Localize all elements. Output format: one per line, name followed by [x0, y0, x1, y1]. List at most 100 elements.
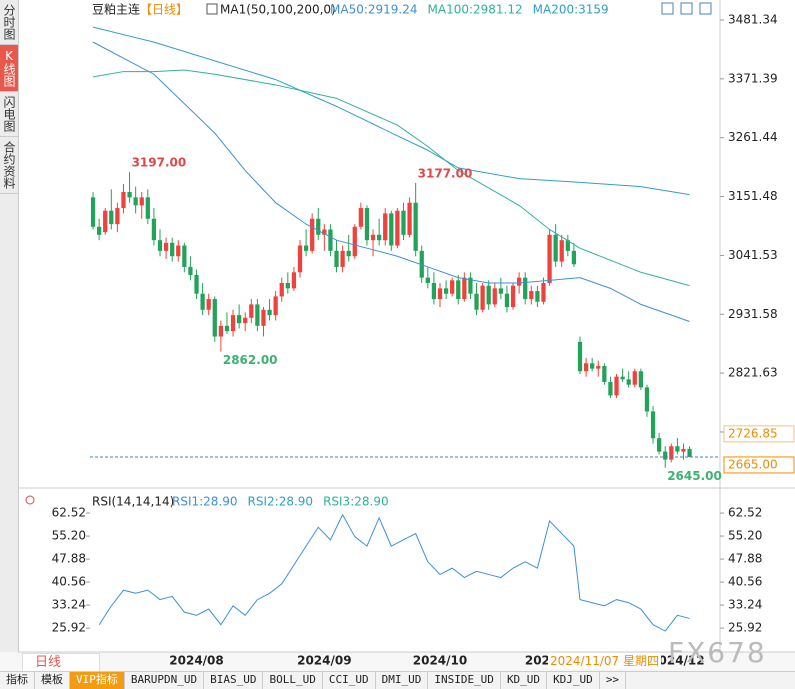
- rsi-icon[interactable]: [25, 495, 35, 505]
- candle-body: [243, 317, 248, 324]
- candle-body: [590, 363, 595, 369]
- toolbar-icons[interactable]: [206, 2, 712, 15]
- candle-body: [407, 202, 412, 235]
- candle-body: [498, 288, 503, 294]
- bottom-tab[interactable]: KD_UD: [501, 672, 548, 689]
- bottom-tab[interactable]: BOLL_UD: [263, 672, 323, 689]
- bottom-tab[interactable]: BIAS_UD: [204, 672, 264, 689]
- y-tick-label: 47.88: [52, 552, 86, 566]
- price-marker-box: [723, 456, 795, 474]
- side-tab[interactable]: 合约资料: [0, 137, 18, 194]
- candle-body: [370, 234, 376, 241]
- candle-body: [322, 229, 327, 235]
- price-marker-box: [723, 425, 795, 443]
- candle-body: [626, 379, 631, 385]
- candle-body: [596, 365, 601, 369]
- candle-body: [383, 213, 388, 241]
- candle-body: [157, 240, 163, 251]
- candle-body: [450, 280, 455, 294]
- candle-body: [480, 285, 485, 310]
- side-tab[interactable]: K线图: [0, 45, 18, 92]
- candle-body: [681, 448, 686, 452]
- annotation: 3197.00: [132, 156, 187, 170]
- y-tick-label: 55.20: [52, 529, 86, 543]
- candle-body: [218, 325, 223, 337]
- price-marker: 2665.00: [728, 457, 778, 471]
- candle-body: [163, 242, 169, 251]
- candle-body: [273, 296, 278, 316]
- candle-body: [437, 288, 443, 300]
- candle-body: [620, 376, 625, 380]
- series-line: [98, 513, 690, 632]
- series-line: [92, 26, 690, 196]
- bottom-tab[interactable]: BARUPDN_UD: [125, 672, 205, 689]
- candle-body: [297, 245, 303, 273]
- candle-body: [255, 304, 260, 326]
- candle-body: [608, 382, 613, 396]
- y-tick-label: 47.88: [728, 552, 762, 566]
- candle-body: [468, 277, 473, 294]
- chart: 豆粕主连 【日线】 MA1(50,100,200,0) RSI(14,14,14…: [18, 0, 795, 668]
- candle-body: [291, 272, 297, 289]
- period-select[interactable]: 日线: [22, 653, 100, 672]
- bottom-tab[interactable]: CCI_UD: [323, 672, 376, 689]
- bottom-tab[interactable]: 指标: [0, 672, 35, 689]
- candle-body: [237, 315, 242, 324]
- candle-body: [571, 250, 577, 265]
- candle-body: [97, 226, 102, 235]
- candle-body: [614, 376, 619, 396]
- candle-body: [103, 210, 108, 233]
- candle-body: [182, 245, 187, 267]
- series-line: [92, 41, 690, 323]
- candle-body: [133, 197, 138, 206]
- candle-body: [212, 299, 217, 337]
- legend-entry: RSI1:28.90: [172, 495, 238, 509]
- candle-body: [285, 282, 290, 289]
- candle-body: [577, 341, 583, 372]
- candle-body: [559, 240, 564, 262]
- legend-entry: MA200:3159: [533, 3, 609, 17]
- symbol: 豆粕主连: [92, 2, 140, 17]
- candle-body: [176, 245, 181, 257]
- candle-body: [151, 218, 157, 241]
- side-tab[interactable]: 闪电图: [0, 92, 18, 137]
- side-tab[interactable]: 分时图: [0, 0, 18, 45]
- bottom-tab[interactable]: >>: [600, 672, 627, 689]
- y-tick-label: 3151.48: [728, 189, 778, 203]
- candle-body: [334, 250, 339, 267]
- candle-body: [364, 208, 370, 241]
- candle-body: [523, 277, 528, 300]
- crosshair-label: 2024/11/07 星期四: [548, 653, 661, 669]
- bottom-tab[interactable]: VIP指标: [70, 672, 125, 689]
- period-label[interactable]: 【日线】: [140, 3, 188, 17]
- candle-body: [474, 293, 479, 310]
- bottom-tab[interactable]: INSIDE_UD: [428, 672, 501, 689]
- bottom-tab[interactable]: KDJ_UD: [547, 672, 600, 689]
- candle-body: [687, 448, 692, 457]
- candle-body: [170, 242, 175, 257]
- y-tick-label: 3041.53: [728, 248, 778, 262]
- bottom-tab[interactable]: 模板: [35, 672, 70, 689]
- price-marker: 2726.85: [728, 426, 778, 440]
- candle-body: [121, 191, 126, 209]
- rsi-title: RSI(14,14,14): [92, 495, 174, 509]
- x-tick-label: 2024/08: [169, 654, 223, 668]
- y-tick-label: 40.56: [728, 575, 762, 589]
- candle-body: [602, 365, 607, 383]
- y-tick-label: 2821.63: [728, 366, 778, 380]
- candle-body: [316, 218, 321, 235]
- y-tick-label: 55.20: [728, 529, 762, 543]
- candle-body: [553, 234, 558, 262]
- legend-entry: MA50:2919.24: [330, 3, 418, 17]
- bottom-tab[interactable]: DMI_UD: [376, 672, 429, 689]
- candle-body: [535, 291, 540, 302]
- candle-body: [456, 280, 461, 300]
- candle-body: [194, 274, 199, 294]
- candle-body: [541, 282, 546, 302]
- series-line: [92, 69, 690, 287]
- indicator: MA1(50,100,200,0): [220, 3, 336, 17]
- y-tick-label: 25.92: [728, 621, 762, 635]
- candle-body: [492, 288, 497, 305]
- candle-body: [462, 277, 467, 300]
